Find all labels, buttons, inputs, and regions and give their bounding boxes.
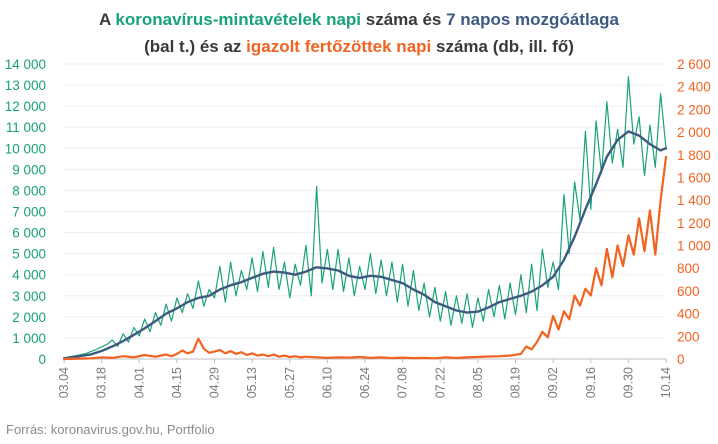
y-right-tick-label: 0 bbox=[677, 352, 685, 367]
grid bbox=[64, 63, 666, 360]
series-line-confirmed bbox=[62, 155, 668, 361]
y-right-tick-label: 1 600 bbox=[677, 170, 711, 185]
y-right-tick-label: 800 bbox=[677, 261, 700, 276]
x-tick-label: 07.22 bbox=[433, 367, 447, 398]
y-right-tick-label: 1 000 bbox=[677, 239, 711, 254]
x-tick-label: 09.02 bbox=[546, 367, 560, 398]
x-tick-label: 08.05 bbox=[471, 367, 485, 398]
x-tick-label: 07.08 bbox=[396, 367, 410, 398]
y-left-tick-label: 6 000 bbox=[12, 226, 46, 241]
y-axis-right: 0 200 400 600 800 1 000 1 200 1 400 1 600 1 800 2 … bbox=[677, 57, 711, 367]
x-tick-label: 03.18 bbox=[95, 367, 109, 398]
source-note: Forrás: koronavirus.gov.hu, Portfolio bbox=[6, 422, 215, 437]
chart-title-line-2: (bal t.) és az igazolt fertőzöttek napi … bbox=[144, 37, 574, 56]
y-right-tick-label: 2 400 bbox=[677, 80, 711, 95]
y-right-tick-label: 2 000 bbox=[677, 125, 711, 140]
y-right-tick-label: 200 bbox=[677, 329, 700, 344]
x-tick-label: 06.10 bbox=[320, 367, 334, 398]
y-left-tick-label: 13 000 bbox=[5, 78, 46, 93]
y-left-tick-label: 11 000 bbox=[6, 120, 46, 135]
series-line-avg bbox=[62, 130, 668, 360]
x-tick-label: 10.14 bbox=[659, 367, 673, 398]
y-left-tick-label: 0 bbox=[38, 352, 46, 367]
x-axis: 03.04 03.18 04.01 04.15 04.29 05.13 05.27 06.10… bbox=[57, 359, 673, 398]
y-left-tick-label: 12 000 bbox=[5, 99, 46, 114]
y-right-tick-label: 1 800 bbox=[677, 148, 711, 163]
x-tick-label: 09.30 bbox=[621, 367, 635, 398]
title-span-plain: száma és bbox=[361, 10, 446, 29]
y-right-tick-label: 400 bbox=[677, 307, 700, 322]
y-right-tick-label: 1 200 bbox=[677, 216, 711, 231]
x-tick-label: 06.24 bbox=[358, 367, 372, 398]
x-tick-label: 09.16 bbox=[584, 367, 598, 398]
series-line-samples bbox=[63, 76, 667, 359]
title-span-samples: koronavírus-mintavételek napi bbox=[115, 10, 361, 29]
x-tick-label: 08.19 bbox=[509, 367, 523, 398]
x-tick-label: 04.01 bbox=[132, 367, 146, 398]
y-left-tick-label: 5 000 bbox=[12, 247, 46, 262]
y-axis-left: 0 1 000 2 000 3 000 4 000 5 000 6 000 7 000 8 00… bbox=[5, 57, 46, 367]
y-left-tick-label: 3 000 bbox=[12, 289, 46, 304]
y-left-tick-label: 7 000 bbox=[12, 205, 46, 220]
title-span-plain: A bbox=[99, 10, 115, 29]
y-left-tick-label: 4 000 bbox=[12, 268, 46, 283]
y-left-tick-label: 8 000 bbox=[12, 183, 46, 198]
y-left-tick-label: 10 000 bbox=[5, 141, 46, 156]
y-right-tick-label: 600 bbox=[677, 284, 700, 299]
title-span-plain: (bal t.) és az bbox=[144, 37, 246, 56]
y-left-tick-label: 2 000 bbox=[12, 310, 46, 325]
y-right-tick-label: 2 200 bbox=[677, 102, 711, 117]
x-tick-label: 04.29 bbox=[208, 367, 222, 398]
x-tick-label: 05.13 bbox=[245, 367, 259, 398]
x-tick-label: 05.27 bbox=[283, 367, 297, 398]
y-left-tick-label: 1 000 bbox=[12, 331, 46, 346]
y-left-tick-label: 14 000 bbox=[5, 57, 46, 72]
y-left-tick-label: 9 000 bbox=[12, 162, 46, 177]
chart-title-line-1: A koronavírus-mintavételek napi száma és… bbox=[99, 10, 619, 29]
y-right-tick-label: 2 600 bbox=[677, 57, 711, 72]
y-right-tick-label: 1 400 bbox=[677, 193, 711, 208]
x-tick-label: 03.04 bbox=[57, 367, 71, 398]
title-span-plain: száma (db, ill. fő) bbox=[431, 37, 574, 56]
title-span-avg: 7 napos mozgóátlaga bbox=[446, 10, 619, 29]
x-tick-label: 04.15 bbox=[170, 367, 184, 398]
series-layer bbox=[62, 76, 668, 361]
title-span-confirmed: igazolt fertőzöttek napi bbox=[246, 37, 431, 56]
